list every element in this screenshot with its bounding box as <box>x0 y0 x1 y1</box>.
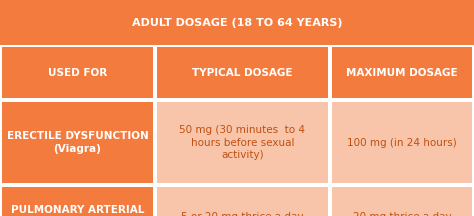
Text: ERECTILE DYSFUNCTION
(Viagra): ERECTILE DYSFUNCTION (Viagra) <box>7 131 148 154</box>
Text: MAXIMUM DOSAGE: MAXIMUM DOSAGE <box>346 67 458 78</box>
Text: ADULT DOSAGE (18 TO 64 YEARS): ADULT DOSAGE (18 TO 64 YEARS) <box>132 17 342 27</box>
Bar <box>2 187 153 216</box>
Text: 50 mg (30 minutes  to 4
hours before sexual
activity): 50 mg (30 minutes to 4 hours before sexu… <box>180 125 306 160</box>
Text: USED FOR: USED FOR <box>48 67 107 78</box>
Text: 20 mg thrice a day: 20 mg thrice a day <box>353 211 451 216</box>
Bar <box>2 47 153 98</box>
Bar <box>332 102 472 183</box>
Bar <box>0 0 474 45</box>
Bar <box>157 47 328 98</box>
Text: 100 mg (in 24 hours): 100 mg (in 24 hours) <box>347 138 457 148</box>
Bar <box>332 47 472 98</box>
Bar <box>332 187 472 216</box>
Text: PULMONARY ARTERIAL
HYPERTENSION (Revatio): PULMONARY ARTERIAL HYPERTENSION (Revatio… <box>3 205 152 216</box>
Text: 5 or 20 mg thrice a day: 5 or 20 mg thrice a day <box>181 211 304 216</box>
Bar <box>157 187 328 216</box>
Text: TYPICAL DOSAGE: TYPICAL DOSAGE <box>192 67 293 78</box>
Bar <box>157 102 328 183</box>
Bar <box>2 102 153 183</box>
